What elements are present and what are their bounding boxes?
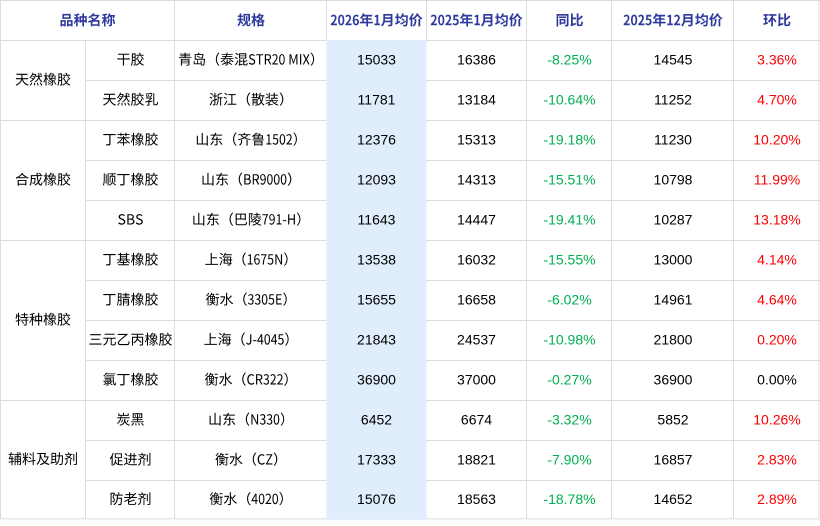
svg-text:13000: 13000 — [654, 252, 693, 268]
svg-text:16658: 16658 — [457, 292, 496, 308]
svg-text:4.14%: 4.14% — [757, 252, 797, 268]
svg-text:-18.78%: -18.78% — [543, 491, 595, 507]
svg-text:13184: 13184 — [457, 92, 496, 108]
svg-text:-19.41%: -19.41% — [543, 212, 595, 228]
svg-text:10798: 10798 — [654, 172, 693, 188]
svg-text:11.99%: 11.99% — [754, 172, 800, 188]
svg-text:11230: 11230 — [654, 132, 692, 148]
svg-text:16386: 16386 — [457, 52, 496, 68]
svg-text:11252: 11252 — [654, 92, 692, 108]
svg-text:36900: 36900 — [654, 372, 693, 388]
svg-text:6452: 6452 — [361, 412, 392, 428]
svg-text:14652: 14652 — [654, 491, 693, 507]
svg-text:0.20%: 0.20% — [757, 332, 797, 348]
svg-text:5852: 5852 — [657, 412, 688, 428]
svg-text:15076: 15076 — [357, 491, 396, 507]
svg-text:-3.32%: -3.32% — [547, 412, 591, 428]
svg-text:-10.64%: -10.64% — [543, 92, 595, 108]
svg-text:18821: 18821 — [457, 452, 496, 468]
svg-text:16032: 16032 — [457, 252, 496, 268]
svg-text:-15.51%: -15.51% — [543, 172, 595, 188]
svg-text:14313: 14313 — [457, 172, 496, 188]
svg-text:11643: 11643 — [358, 212, 396, 228]
svg-text:15313: 15313 — [457, 132, 496, 148]
svg-text:12093: 12093 — [357, 172, 396, 188]
svg-text:0.00%: 0.00% — [757, 372, 797, 388]
svg-text:12376: 12376 — [357, 132, 396, 148]
svg-text:15655: 15655 — [357, 292, 396, 308]
svg-text:-0.27%: -0.27% — [547, 372, 591, 388]
svg-text:14961: 14961 — [654, 292, 693, 308]
svg-text:13538: 13538 — [357, 252, 396, 268]
svg-text:2.89%: 2.89% — [757, 491, 797, 507]
svg-text:-6.02%: -6.02% — [547, 292, 591, 308]
svg-text:-10.98%: -10.98% — [543, 332, 595, 348]
svg-text:4.64%: 4.64% — [757, 292, 797, 308]
svg-text:36900: 36900 — [357, 372, 396, 388]
svg-text:11781: 11781 — [358, 92, 396, 108]
svg-text:14447: 14447 — [457, 212, 496, 228]
svg-text:16857: 16857 — [654, 452, 693, 468]
svg-text:3.36%: 3.36% — [757, 52, 797, 68]
svg-text:10.26%: 10.26% — [753, 412, 800, 428]
svg-text:-15.55%: -15.55% — [543, 252, 595, 268]
svg-text:18563: 18563 — [457, 491, 496, 507]
svg-text:-8.25%: -8.25% — [547, 52, 591, 68]
svg-text:-7.90%: -7.90% — [547, 452, 591, 468]
svg-text:10287: 10287 — [654, 212, 693, 228]
svg-text:37000: 37000 — [457, 372, 496, 388]
svg-text:10.20%: 10.20% — [753, 132, 800, 148]
svg-text:4.70%: 4.70% — [757, 92, 797, 108]
svg-text:17333: 17333 — [357, 452, 396, 468]
svg-text:21800: 21800 — [654, 332, 693, 348]
svg-text:14545: 14545 — [654, 52, 693, 68]
svg-text:13.18%: 13.18% — [753, 212, 800, 228]
svg-text:15033: 15033 — [357, 52, 396, 68]
svg-text:24537: 24537 — [457, 332, 496, 348]
svg-text:2.83%: 2.83% — [757, 452, 797, 468]
svg-text:6674: 6674 — [461, 412, 492, 428]
svg-text:21843: 21843 — [357, 332, 396, 348]
svg-text:-19.18%: -19.18% — [543, 132, 595, 148]
